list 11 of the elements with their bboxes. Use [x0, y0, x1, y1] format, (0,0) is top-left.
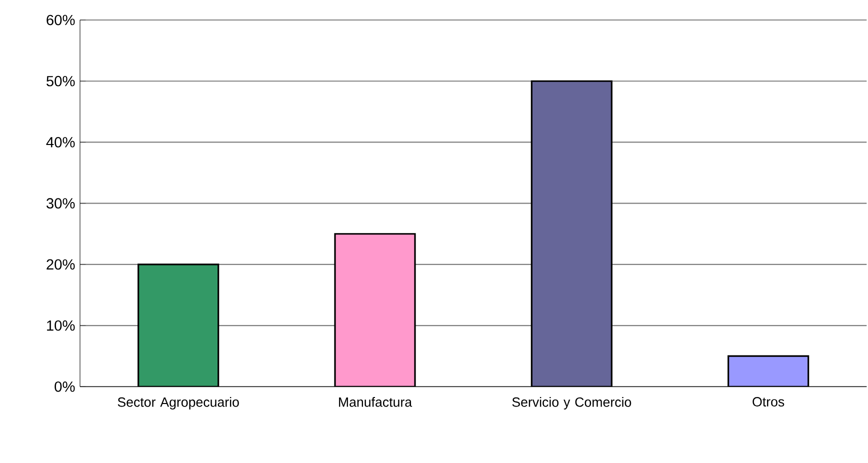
x-tick-label: Manufactura	[339, 397, 412, 408]
y-tick-label: 40%	[46, 137, 75, 148]
y-tick-label: 30%	[46, 198, 75, 209]
y-tick-label: 50%	[46, 76, 75, 86]
y-tick-label: 60%	[46, 14, 75, 26]
x-tick-label: Otros	[752, 397, 784, 407]
x-tick-label: Servicio y Comercio	[512, 397, 632, 410]
y-tick-label: 20%	[46, 259, 75, 270]
x-tick-label: Sector Agropecuario	[118, 397, 239, 410]
y-tick-label: 10%	[47, 320, 75, 331]
y-tick-label: 0%	[54, 382, 75, 392]
